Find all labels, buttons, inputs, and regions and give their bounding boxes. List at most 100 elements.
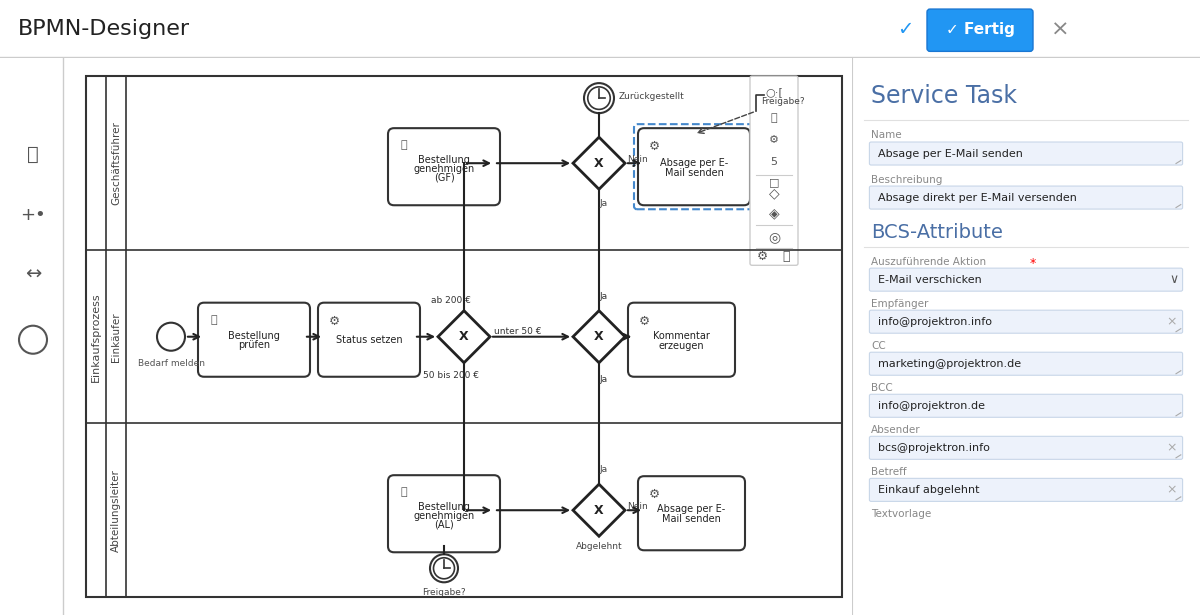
Text: Abgelehnt: Abgelehnt: [576, 542, 623, 551]
Text: Ja: Ja: [600, 465, 608, 474]
Text: Auszuführende Aktion: Auszuführende Aktion: [871, 256, 986, 267]
Text: ∨: ∨: [1169, 273, 1178, 286]
Polygon shape: [574, 484, 625, 536]
Text: genehmigen: genehmigen: [413, 510, 475, 521]
Text: 👤: 👤: [770, 113, 778, 123]
Text: Kommentar: Kommentar: [653, 331, 710, 341]
Text: *: *: [1030, 256, 1036, 269]
Text: Absage per E-Mail senden: Absage per E-Mail senden: [878, 149, 1024, 159]
Text: Zurückgestellt: Zurückgestellt: [619, 92, 685, 101]
Text: ⚙: ⚙: [638, 315, 649, 328]
Circle shape: [584, 83, 614, 113]
FancyBboxPatch shape: [638, 128, 750, 205]
Text: X: X: [594, 504, 604, 517]
Text: Betreff: Betreff: [871, 467, 907, 477]
Text: ◎: ◎: [768, 230, 780, 244]
Text: Ja: Ja: [600, 292, 608, 301]
Text: marketing@projektron.de: marketing@projektron.de: [878, 359, 1021, 369]
Text: info@projektron.info: info@projektron.info: [878, 317, 992, 327]
FancyBboxPatch shape: [869, 436, 1183, 459]
Text: 5: 5: [770, 157, 778, 167]
Text: Name: Name: [871, 130, 902, 140]
Text: ⚙: ⚙: [648, 140, 660, 153]
Text: BCS-Attribute: BCS-Attribute: [871, 223, 1003, 242]
Text: Ja: Ja: [600, 199, 608, 208]
Text: Freigabe?: Freigabe?: [761, 97, 805, 106]
Text: ◈: ◈: [769, 206, 779, 220]
FancyBboxPatch shape: [388, 128, 500, 205]
Text: Mail senden: Mail senden: [662, 514, 721, 524]
Text: Absage direkt per E-Mail versenden: Absage direkt per E-Mail versenden: [878, 192, 1078, 202]
Circle shape: [157, 323, 185, 351]
Text: Status setzen: Status setzen: [336, 335, 402, 345]
FancyBboxPatch shape: [750, 76, 798, 265]
Text: □: □: [769, 177, 779, 187]
Polygon shape: [574, 137, 625, 189]
Text: ↔: ↔: [25, 265, 41, 284]
Text: +•: +•: [20, 205, 46, 224]
Text: ×: ×: [1166, 483, 1176, 496]
Text: ✓: ✓: [896, 20, 913, 39]
Text: Empfänger: Empfänger: [871, 299, 929, 309]
Text: Service Task: Service Task: [871, 84, 1018, 108]
FancyBboxPatch shape: [869, 186, 1183, 209]
Text: E-Mail verschicken: E-Mail verschicken: [878, 275, 982, 285]
FancyBboxPatch shape: [928, 9, 1033, 52]
Text: (GF): (GF): [433, 173, 455, 183]
Text: 50 bis 200 €: 50 bis 200 €: [424, 371, 479, 379]
Text: 👤: 👤: [401, 140, 407, 150]
Text: bcs@projektron.info: bcs@projektron.info: [878, 443, 990, 453]
Text: Textvorlage: Textvorlage: [871, 509, 931, 519]
Text: 👋: 👋: [28, 145, 38, 164]
FancyBboxPatch shape: [638, 476, 745, 550]
Text: Mail senden: Mail senden: [665, 168, 724, 178]
Text: Beschreibung: Beschreibung: [871, 175, 942, 184]
Text: Nein: Nein: [628, 155, 648, 164]
FancyBboxPatch shape: [869, 478, 1183, 501]
Text: Nein: Nein: [628, 502, 648, 510]
Text: Absender: Absender: [871, 425, 920, 435]
Text: erzeugen: erzeugen: [659, 341, 704, 351]
Text: Bestellung: Bestellung: [418, 155, 470, 165]
Circle shape: [430, 554, 458, 582]
FancyBboxPatch shape: [198, 303, 310, 377]
Text: X: X: [460, 330, 469, 343]
Text: CC: CC: [871, 341, 886, 351]
Text: ⚙: ⚙: [756, 250, 768, 263]
Text: Ja: Ja: [600, 375, 608, 384]
FancyBboxPatch shape: [869, 310, 1183, 333]
Text: X: X: [594, 330, 604, 343]
Text: Einkäufer: Einkäufer: [112, 312, 121, 362]
Text: 👤: 👤: [401, 487, 407, 497]
Text: (AL): (AL): [434, 520, 454, 530]
FancyBboxPatch shape: [869, 352, 1183, 375]
Text: 🗑: 🗑: [782, 250, 790, 263]
Text: ×: ×: [1166, 442, 1176, 454]
Text: Absage per E-: Absage per E-: [658, 504, 726, 514]
Text: Einkaufsprozess: Einkaufsprozess: [91, 292, 101, 381]
Text: info@projektron.de: info@projektron.de: [878, 401, 985, 411]
Polygon shape: [438, 311, 490, 363]
Text: Bedarf melden: Bedarf melden: [138, 359, 204, 368]
Polygon shape: [574, 311, 625, 363]
Text: ◇: ◇: [769, 186, 779, 200]
Text: BCC: BCC: [871, 383, 893, 393]
Text: Abteilungsleiter: Abteilungsleiter: [112, 469, 121, 552]
FancyBboxPatch shape: [869, 142, 1183, 165]
Text: Bestellung: Bestellung: [418, 502, 470, 512]
Text: ⚙: ⚙: [329, 315, 340, 328]
Text: ⚙: ⚙: [648, 488, 660, 501]
Text: Einkauf abgelehnt: Einkauf abgelehnt: [878, 485, 980, 495]
FancyBboxPatch shape: [869, 268, 1183, 291]
Text: prüfen: prüfen: [238, 339, 270, 350]
Text: 👤: 👤: [211, 315, 217, 325]
Text: ○·[: ○·[: [766, 87, 782, 97]
Text: ✓ Fertig: ✓ Fertig: [946, 22, 1014, 37]
FancyBboxPatch shape: [318, 303, 420, 377]
Text: ab 200 €: ab 200 €: [431, 296, 470, 304]
Text: Freigabe?: Freigabe?: [422, 589, 466, 597]
Text: BPMN-Designer: BPMN-Designer: [18, 19, 190, 39]
Text: ×: ×: [1166, 315, 1176, 328]
Text: ⚙: ⚙: [769, 135, 779, 145]
Text: X: X: [594, 157, 604, 170]
